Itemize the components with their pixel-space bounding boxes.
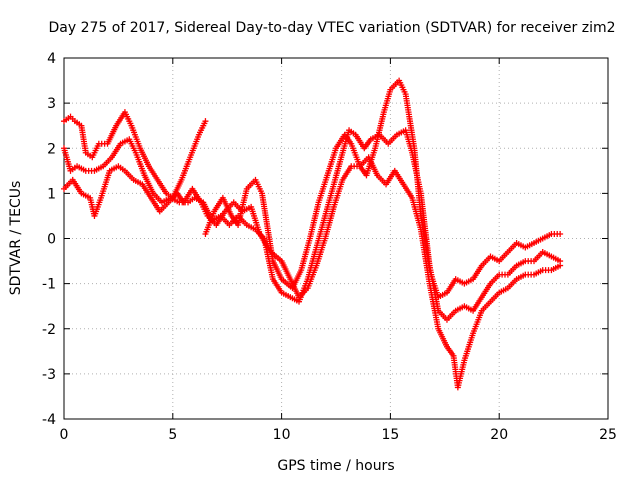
x-axis-label: GPS time / hours [277, 458, 394, 474]
data-point [202, 118, 209, 125]
x-tick-label: 10 [273, 427, 291, 443]
data-points [61, 77, 564, 391]
y-tick-label: 4 [47, 51, 56, 67]
x-tick-label: 15 [381, 427, 399, 443]
data-point [557, 262, 564, 269]
series-2 [61, 127, 564, 323]
y-tick-label: 1 [47, 186, 56, 202]
y-tick-label: -1 [42, 277, 56, 293]
x-axis-ticks: 0 5 10 15 20 25 [60, 58, 617, 443]
y-tick-label: 2 [47, 141, 56, 157]
x-tick-label: 25 [599, 427, 617, 443]
x-tick-label: 20 [490, 427, 508, 443]
y-tick-label: -2 [42, 322, 56, 338]
y-tick-label: 3 [47, 96, 56, 112]
y-axis-ticks: -4 -3 -2 -1 0 1 2 3 4 [42, 51, 608, 428]
y-tick-label: -4 [42, 412, 56, 428]
x-tick-label: 5 [168, 427, 177, 443]
series-3 [61, 154, 564, 391]
y-tick-label: -3 [42, 367, 56, 383]
data-point [557, 230, 564, 237]
series-1 [61, 77, 564, 301]
y-tick-label: 0 [47, 232, 56, 248]
y-axis-label: SDTVAR / TECUs [8, 181, 24, 296]
x-tick-label: 0 [60, 427, 69, 443]
gridlines [64, 58, 608, 419]
chart-title: Day 275 of 2017, Sidereal Day-to-day VTE… [49, 20, 616, 36]
